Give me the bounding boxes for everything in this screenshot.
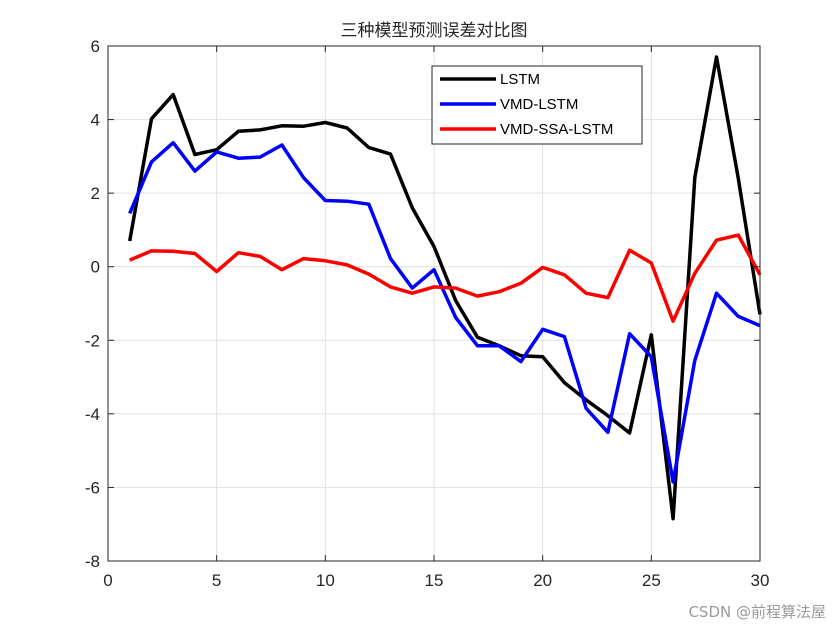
y-tick-label: 4 [91,111,100,130]
legend-label: VMD-SSA-LSTM [500,121,613,138]
series-lines [127,55,762,521]
legend-label: VMD-LSTM [500,96,578,113]
x-tick-label: 20 [533,571,552,590]
legend-label: LSTM [500,71,540,88]
x-tick-label: 5 [212,571,221,590]
x-tick-label: 10 [316,571,335,590]
x-tick-label: 15 [425,571,444,590]
series-line-vmd-lstm [128,140,761,484]
axis-ticks: 0 5 10 15 20 25 30 -8 -6 -4 -2 0 2 4 6 [85,37,770,590]
y-tick-label: 0 [91,258,100,277]
x-tick-label: 30 [751,571,770,590]
series-line-lstm [127,55,762,521]
y-tick-label: -2 [85,331,100,350]
y-tick-label: -4 [85,405,100,424]
x-tick-label: 25 [642,571,661,590]
chart-title: 三种模型预测误差对比图 [341,21,528,41]
y-tick-label: 6 [91,37,100,56]
watermark-text: CSDN @前程算法屋 [688,603,826,621]
x-tick-label: 0 [103,571,112,590]
y-tick-label: 2 [91,184,100,203]
y-tick-label: -6 [85,478,100,497]
legend: LSTM VMD-LSTM VMD-SSA-LSTM [431,65,643,145]
series-line-vmd-ssa-lstm [129,233,762,323]
y-tick-label: -8 [85,552,100,571]
